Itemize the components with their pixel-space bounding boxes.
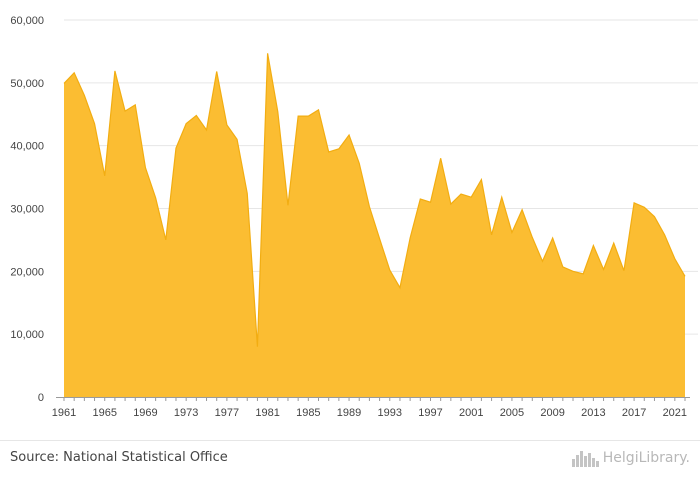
y-tick-label: 20,000 bbox=[10, 266, 44, 278]
x-tick-label: 1965 bbox=[92, 407, 116, 419]
skyline-logo-icon bbox=[571, 451, 599, 467]
x-tick-label: 1985 bbox=[296, 407, 320, 419]
y-tick-label: 0 bbox=[38, 392, 44, 404]
x-tick-label: 2009 bbox=[540, 407, 564, 419]
brand-name: HelgiLibrary. bbox=[602, 450, 690, 466]
x-tick-label: 1993 bbox=[378, 407, 402, 419]
series-area bbox=[64, 53, 685, 398]
x-tick-label: 1961 bbox=[52, 407, 76, 419]
y-tick-label: 60,000 bbox=[10, 15, 44, 27]
x-axis-ticks: 1961 1965 1969 1973 1977 1981 1985 1989 1993 1997… bbox=[52, 397, 687, 419]
x-tick-label: 2021 bbox=[663, 407, 687, 419]
x-tick-label: 1969 bbox=[133, 407, 157, 419]
x-tick-label: 1997 bbox=[418, 407, 442, 419]
area-chart: 0 10,000 20,000 30,000 40,000 50,000 60,000 19… bbox=[10, 15, 698, 419]
x-tick-label: 2013 bbox=[581, 407, 605, 419]
source-note: Source: National Statistical Office bbox=[10, 450, 228, 465]
y-tick-label: 50,000 bbox=[10, 78, 44, 90]
y-tick-label: 30,000 bbox=[10, 204, 44, 216]
x-tick-label: 1989 bbox=[337, 407, 361, 419]
y-axis-ticks: 0 10,000 20,000 30,000 40,000 50,000 60,000 bbox=[10, 15, 44, 404]
y-tick-label: 10,000 bbox=[10, 329, 44, 341]
x-tick-label: 1977 bbox=[215, 407, 239, 419]
x-tick-label: 2001 bbox=[459, 407, 483, 419]
x-tick-label: 2005 bbox=[500, 407, 524, 419]
brand-logo[interactable]: HelgiLibrary. bbox=[571, 449, 690, 467]
y-tick-label: 40,000 bbox=[10, 141, 44, 153]
x-tick-label: 1981 bbox=[255, 407, 279, 419]
footer bbox=[0, 440, 700, 484]
x-tick-label: 1973 bbox=[174, 407, 198, 419]
series-line bbox=[63, 53, 686, 347]
x-tick-label: 2017 bbox=[622, 407, 646, 419]
